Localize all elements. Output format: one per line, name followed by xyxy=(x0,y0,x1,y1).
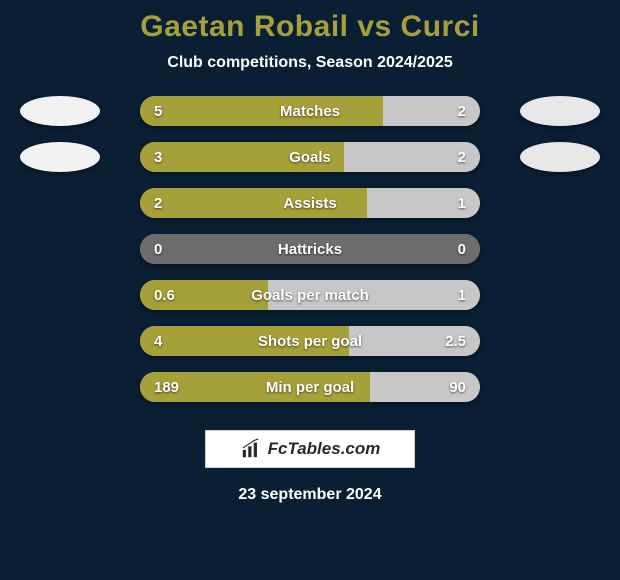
watermark-badge: FcTables.com xyxy=(205,430,415,468)
stat-row: 42.5Shots per goal xyxy=(0,326,620,356)
comparison-rows: 52Matches 32Goals 21Assists 00Hattricks 0.61… xyxy=(0,96,620,402)
stat-bar-left xyxy=(140,372,370,402)
stat-bar: 32Goals xyxy=(140,142,480,172)
chart-icon xyxy=(240,438,262,460)
stat-bar-left xyxy=(140,234,310,264)
stat-bar-left xyxy=(140,326,349,356)
subtitle: Club competitions, Season 2024/2025 xyxy=(0,54,620,72)
stat-row: 0.61Goals per match xyxy=(0,280,620,310)
stat-bar: 21Assists xyxy=(140,188,480,218)
comparison-infographic: Gaetan Robail vs Curci Club competitions… xyxy=(0,0,620,580)
stat-bar-left xyxy=(140,142,344,172)
date-label: 23 september 2024 xyxy=(0,486,620,504)
stat-bar-left xyxy=(140,280,268,310)
stat-bar-right xyxy=(367,188,480,218)
stat-row: 00Hattricks xyxy=(0,234,620,264)
stat-row: 32Goals xyxy=(0,142,620,172)
stat-row: 52Matches xyxy=(0,96,620,126)
stat-bar-left xyxy=(140,96,383,126)
team-badge-left xyxy=(20,96,100,126)
team-badge-right xyxy=(520,96,600,126)
team-badge-right xyxy=(520,142,600,172)
stat-row: 21Assists xyxy=(0,188,620,218)
stat-bar-right xyxy=(344,142,480,172)
stat-bar-right xyxy=(268,280,481,310)
watermark-text: FcTables.com xyxy=(268,439,381,459)
stat-bar-right xyxy=(370,372,480,402)
stat-bar: 0.61Goals per match xyxy=(140,280,480,310)
stat-bar-right xyxy=(310,234,480,264)
stat-row: 18990Min per goal xyxy=(0,372,620,402)
stat-bar-right xyxy=(383,96,480,126)
team-badge-left xyxy=(20,142,100,172)
page-title: Gaetan Robail vs Curci xyxy=(0,10,620,44)
stat-bar: 00Hattricks xyxy=(140,234,480,264)
stat-bar: 52Matches xyxy=(140,96,480,126)
stat-bar: 18990Min per goal xyxy=(140,372,480,402)
stat-bar-right xyxy=(349,326,480,356)
stat-bar: 42.5Shots per goal xyxy=(140,326,480,356)
stat-bar-left xyxy=(140,188,367,218)
